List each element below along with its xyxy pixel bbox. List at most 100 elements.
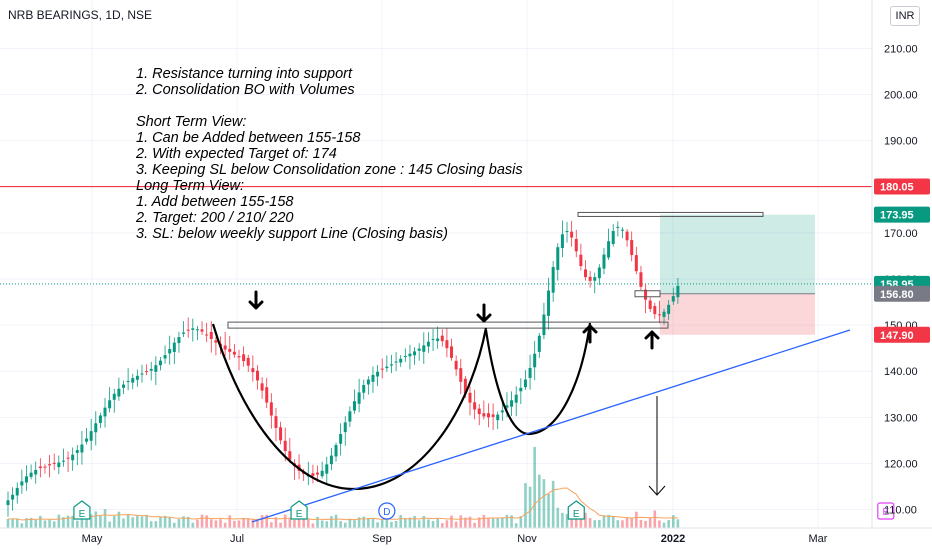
target-zone[interactable] (660, 214, 815, 294)
candle (177, 331, 181, 353)
support-trend-line[interactable] (251, 329, 851, 523)
price-tick-label: 210.00 (884, 43, 918, 55)
volume-bar (168, 517, 171, 528)
candle (186, 317, 190, 338)
earnings-icon[interactable] (567, 500, 585, 520)
candle (237, 349, 241, 371)
volume-bar (399, 515, 402, 528)
candle (445, 328, 449, 358)
volume-moving-average (7, 487, 678, 521)
candle (20, 469, 24, 494)
long-position-tool[interactable] (660, 214, 815, 335)
candle (205, 322, 209, 343)
event-marker[interactable]: E (73, 500, 91, 520)
candle-body (283, 440, 287, 451)
projection-arrow-icon[interactable] (648, 485, 666, 496)
candle (533, 340, 537, 380)
event-marker[interactable]: D (378, 502, 396, 520)
candle (570, 220, 574, 247)
arrow-down-icon[interactable] (248, 290, 264, 310)
candle-body (154, 365, 158, 372)
stop-zone[interactable] (660, 293, 815, 335)
price-axis[interactable]: 110.00120.00130.00140.00150.00160.00170.… (871, 0, 930, 528)
arrow-up-icon[interactable] (582, 324, 598, 344)
candle (459, 359, 463, 395)
volume-bar (297, 518, 301, 528)
volume-bar (11, 518, 14, 528)
candle (584, 260, 587, 281)
support-zone-rectangle[interactable] (227, 321, 669, 329)
candle (172, 337, 176, 365)
arrow-down-icon[interactable] (476, 303, 492, 323)
candle-body (616, 226, 620, 228)
currency-button[interactable]: INR (890, 6, 920, 26)
top-zone-rectangle[interactable] (577, 211, 764, 217)
candle-body (177, 337, 181, 344)
candle (52, 453, 56, 471)
volume-bar (320, 520, 324, 528)
candle-body (463, 378, 467, 394)
candle (209, 321, 213, 353)
price-label-tag[interactable] (874, 326, 930, 343)
candle (357, 378, 361, 413)
volume-bar (71, 515, 74, 528)
candle (126, 368, 130, 391)
volume-bar (570, 516, 573, 528)
volume-bar (482, 515, 486, 528)
volume-bar (233, 520, 236, 528)
candle-body (560, 234, 564, 248)
volume-bar (173, 522, 176, 528)
volume-bar (644, 520, 647, 528)
candle (260, 377, 264, 399)
volume-bar (191, 522, 195, 528)
candle-body (186, 329, 190, 331)
candle (228, 336, 232, 360)
price-label-tag[interactable] (874, 285, 930, 302)
chart-drawings[interactable] (211, 211, 851, 523)
candle (145, 364, 149, 376)
candle (394, 352, 398, 371)
candle (117, 377, 121, 401)
event-marker[interactable]: E (290, 500, 308, 520)
entry-zone-rectangle[interactable] (634, 290, 661, 298)
cup-curve[interactable] (211, 323, 488, 491)
event-marker[interactable]: E (567, 500, 585, 520)
note-line: Short Term View: (136, 114, 247, 130)
earnings-icon[interactable] (73, 500, 91, 520)
candle-body (602, 254, 606, 269)
volume-bar (154, 521, 158, 528)
candle-body (496, 414, 500, 421)
candle (597, 264, 601, 286)
candle-body (533, 353, 537, 368)
candle-body (334, 445, 338, 457)
candle (251, 355, 255, 382)
candle-body (676, 285, 680, 298)
candle (24, 465, 28, 491)
earnings-icon[interactable] (290, 500, 308, 520)
candle-body (320, 470, 324, 477)
candle (556, 243, 560, 281)
candle (551, 261, 555, 302)
dividend-icon[interactable] (378, 502, 396, 520)
earnings-icon[interactable] (877, 502, 895, 520)
candle (574, 229, 578, 258)
candle (579, 243, 583, 271)
arrow-up-icon[interactable] (644, 330, 660, 350)
candle-body (556, 247, 560, 270)
time-axis[interactable]: May Jul Sep Nov 2022 Mar (0, 527, 932, 545)
volume-bar (533, 447, 536, 528)
candle-body (325, 464, 329, 474)
volume-bar (505, 514, 509, 528)
volume-bar (251, 518, 255, 528)
candle (634, 246, 638, 275)
candle (255, 365, 259, 390)
candle-body (505, 405, 509, 408)
candle-body (653, 306, 657, 315)
candle (473, 389, 477, 420)
candle-body (163, 355, 167, 359)
price-label-tag[interactable] (874, 178, 930, 195)
event-marker[interactable]: E (877, 502, 895, 520)
price-label-tag[interactable] (874, 206, 930, 223)
